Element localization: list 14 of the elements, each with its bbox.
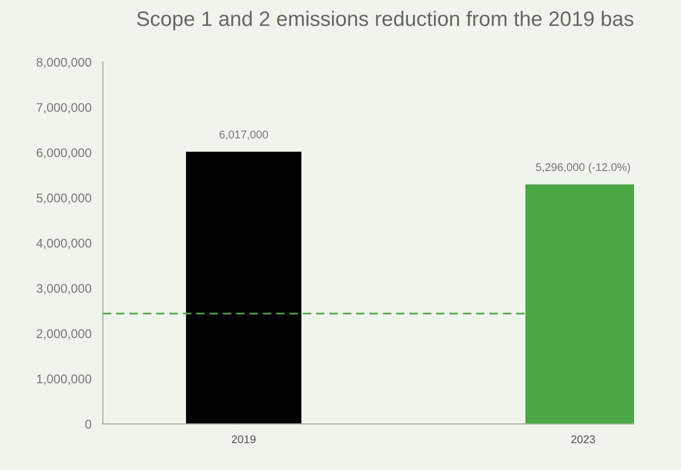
y-tick-label: 3,000,000 — [36, 284, 92, 294]
y-tick-label: 6,000,000 — [36, 148, 92, 159]
y-tick-label: 2,000,000 — [36, 329, 92, 340]
x-tick-label: 2023 — [571, 435, 595, 444]
x-tick-label: 2019 — [232, 435, 256, 444]
y-tick-label: 4,000,000 — [36, 238, 92, 250]
chart-title: Scope 1 and 2 emissions reduction from the 2019 bas — [137, 10, 634, 30]
y-tick-label: 5,000,000 — [36, 194, 92, 204]
y-tick-label: 0 — [85, 420, 92, 429]
data-label: 6,017,000 — [220, 130, 268, 140]
y-tick-label: 1,000,000 — [37, 374, 92, 385]
y-tick-label: 7,000,000 — [36, 103, 92, 114]
data-label: 5,296,000 (-12.0%) — [536, 162, 630, 174]
y-tick-label: 8,000,000 — [36, 58, 92, 68]
